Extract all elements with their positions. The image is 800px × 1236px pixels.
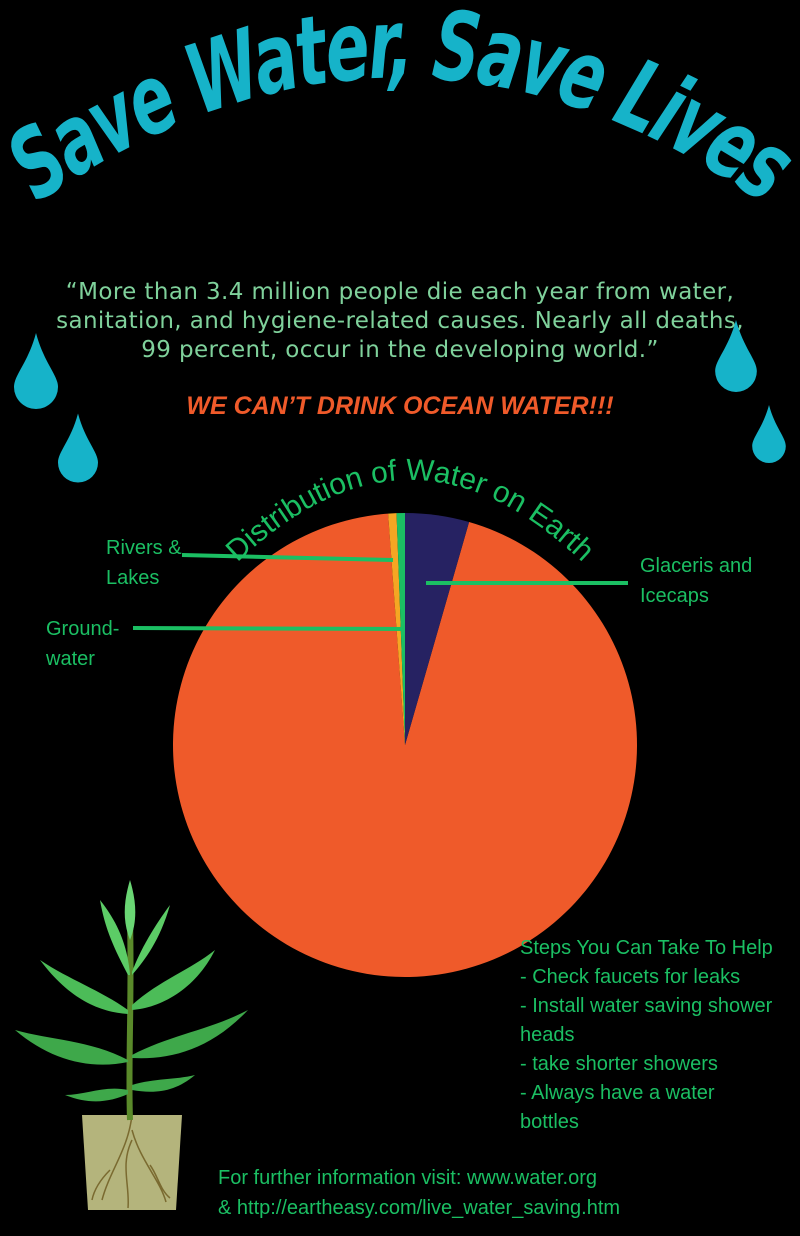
groundwater-leader-line (132, 626, 406, 631)
steps-item: bottles (520, 1111, 579, 1133)
quote-line: sanitation, and hygiene-related causes. … (56, 308, 744, 334)
water-drop-icon (58, 413, 98, 483)
label-line: Lakes (106, 567, 160, 589)
steps-item: - Check faucets for leaks (520, 966, 741, 988)
label-line: Icecaps (640, 585, 709, 607)
slogan: WE CAN’T DRINK OCEAN WATER!!! (186, 392, 614, 420)
steps-item: - take shorter showers (520, 1053, 718, 1075)
label-line: water (46, 648, 95, 670)
rivers-leader-line (181, 553, 394, 562)
quote: “More than 3.4 million people die each y… (30, 278, 770, 365)
steps-heading: Steps You Can Take To Help (520, 937, 773, 959)
label-line: Glaceris and (640, 555, 753, 577)
label-line: Ground- (46, 618, 120, 640)
water-drop-icon (752, 405, 786, 463)
footer-line: & http://eartheasy.com/live_water_saving… (218, 1197, 621, 1219)
footer: For further information visit: www.water… (218, 1163, 620, 1223)
label-line: Rivers & (106, 537, 182, 559)
steps-item: heads (520, 1024, 575, 1046)
steps-list: Steps You Can Take To Help - Check fauce… (520, 934, 800, 1137)
title-banner: Save Water, Save Lives (0, 0, 800, 222)
plant-illustration (15, 880, 248, 1210)
water-drop-icon (715, 320, 757, 392)
pie-slice-glaciers (405, 513, 470, 745)
steps-item: - Install water saving shower (520, 995, 773, 1017)
footer-line: For further information visit: www.water… (218, 1167, 598, 1189)
quote-line: 99 percent, occur in the developing worl… (141, 337, 659, 363)
label-glaciers: Glaceris and Icecaps (640, 551, 752, 611)
quote-line: “More than 3.4 million people die each y… (65, 279, 735, 305)
label-groundwater: Ground- water (46, 614, 119, 674)
water-drop-icon (14, 333, 58, 409)
steps-item: - Always have a water (520, 1082, 715, 1104)
label-rivers-lakes: Rivers & Lakes (106, 533, 182, 593)
